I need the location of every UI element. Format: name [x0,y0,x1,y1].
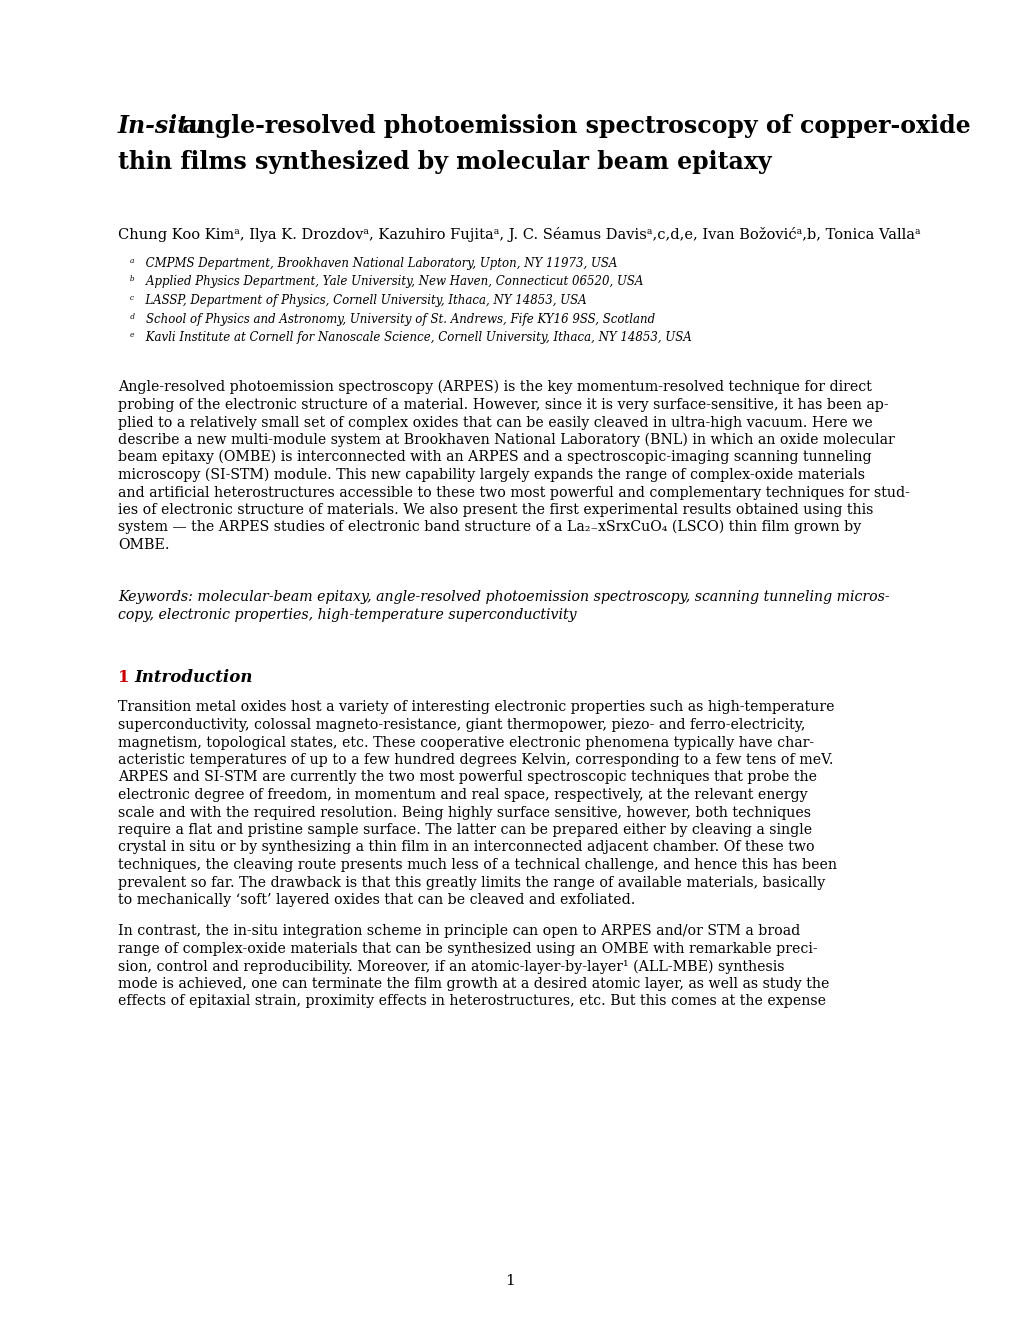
Text: acteristic temperatures of up to a few hundred degrees Kelvin, corresponding to : acteristic temperatures of up to a few h… [118,752,833,767]
Text: microscopy (SI-STM) module. This new capability largely expands the range of com: microscopy (SI-STM) module. This new cap… [118,467,864,482]
Text: crystal in situ or by synthesizing a thin film in an interconnected adjacent cha: crystal in situ or by synthesizing a thi… [118,841,814,854]
Text: and artificial heterostructures accessible to these two most powerful and comple: and artificial heterostructures accessib… [118,486,909,499]
Text: OMBE.: OMBE. [118,539,169,552]
Text: ᵇ   Applied Physics Department, Yale University, New Haven, Connecticut 06520, U: ᵇ Applied Physics Department, Yale Unive… [129,276,643,289]
Text: copy, electronic properties, high-temperature superconductivity: copy, electronic properties, high-temper… [118,609,576,622]
Text: ᵉ   Kavli Institute at Cornell for Nanoscale Science, Cornell University, Ithaca: ᵉ Kavli Institute at Cornell for Nanosca… [129,331,691,345]
Text: require a flat and pristine sample surface. The latter can be prepared either by: require a flat and pristine sample surfa… [118,822,811,837]
Text: thin films synthesized by molecular beam epitaxy: thin films synthesized by molecular beam… [118,150,770,174]
Text: 1: 1 [118,668,129,685]
Text: Introduction: Introduction [133,668,253,685]
Text: techniques, the cleaving route presents much less of a technical challenge, and : techniques, the cleaving route presents … [118,858,837,873]
Text: 1: 1 [504,1274,515,1288]
Text: ᵃ   CMPMS Department, Brookhaven National Laboratory, Upton, NY 11973, USA: ᵃ CMPMS Department, Brookhaven National … [129,257,616,271]
Text: describe a new multi-module system at Brookhaven National Laboratory (BNL) in wh: describe a new multi-module system at Br… [118,433,894,447]
Text: ies of electronic structure of materials. We also present the first experimental: ies of electronic structure of materials… [118,503,872,517]
Text: Angle-resolved photoemission spectroscopy (ARPES) is the key momentum-resolved t: Angle-resolved photoemission spectroscop… [118,380,871,395]
Text: angle-resolved photoemission spectroscopy of copper-oxide: angle-resolved photoemission spectroscop… [174,114,970,139]
Text: prevalent so far. The drawback is that this greatly limits the range of availabl: prevalent so far. The drawback is that t… [118,875,824,890]
Text: plied to a relatively small set of complex oxides that can be easily cleaved in : plied to a relatively small set of compl… [118,416,872,429]
Text: beam epitaxy (OMBE) is interconnected with an ARPES and a spectroscopic-imaging : beam epitaxy (OMBE) is interconnected wi… [118,450,871,465]
Text: ᶜ   LASSP, Department of Physics, Cornell University, Ithaca, NY 14853, USA: ᶜ LASSP, Department of Physics, Cornell … [129,294,586,308]
Text: range of complex-oxide materials that can be synthesized using an OMBE with rema: range of complex-oxide materials that ca… [118,942,817,956]
Text: ARPES and SI-STM are currently the two most powerful spectroscopic techniques th: ARPES and SI-STM are currently the two m… [118,771,816,784]
Text: system — the ARPES studies of electronic band structure of a La₂₋xSrxCuO₄ (LSCO): system — the ARPES studies of electronic… [118,520,860,535]
Text: probing of the electronic structure of a material. However, since it is very sur: probing of the electronic structure of a… [118,399,888,412]
Text: Chung Koo Kimᵃ, Ilya K. Drozdovᵃ, Kazuhiro Fujitaᵃ, J. C. Séamus Davisᵃ,c,d,e, I: Chung Koo Kimᵃ, Ilya K. Drozdovᵃ, Kazuhi… [118,227,920,242]
Text: scale and with the required resolution. Being highly surface sensitive, however,: scale and with the required resolution. … [118,805,810,820]
Text: Transition metal oxides host a variety of interesting electronic properties such: Transition metal oxides host a variety o… [118,701,834,714]
Text: mode is achieved, one can terminate the film growth at a desired atomic layer, a: mode is achieved, one can terminate the … [118,977,828,991]
Text: to mechanically ‘soft’ layered oxides that can be cleaved and exfoliated.: to mechanically ‘soft’ layered oxides th… [118,894,635,907]
Text: superconductivity, colossal magneto-resistance, giant thermopower, piezo- and fe: superconductivity, colossal magneto-resi… [118,718,805,733]
Text: In contrast, the in-situ integration scheme in principle can open to ARPES and/o: In contrast, the in-situ integration sch… [118,924,800,939]
Text: ᵈ   School of Physics and Astronomy, University of St. Andrews, Fife KY16 9SS, S: ᵈ School of Physics and Astronomy, Unive… [129,313,654,326]
Text: sion, control and reproducibility. Moreover, if an atomic-layer-by-layer¹ (ALL-M: sion, control and reproducibility. Moreo… [118,960,784,974]
Text: magnetism, topological states, etc. These cooperative electronic phenomena typic: magnetism, topological states, etc. Thes… [118,735,813,750]
Text: electronic degree of freedom, in momentum and real space, respectively, at the r: electronic degree of freedom, in momentu… [118,788,807,803]
Text: In-situ: In-situ [118,114,206,139]
Text: Keywords: molecular-beam epitaxy, angle-resolved photoemission spectroscopy, sca: Keywords: molecular-beam epitaxy, angle-… [118,590,889,605]
Text: effects of epitaxial strain, proximity effects in heterostructures, etc. But thi: effects of epitaxial strain, proximity e… [118,994,825,1008]
